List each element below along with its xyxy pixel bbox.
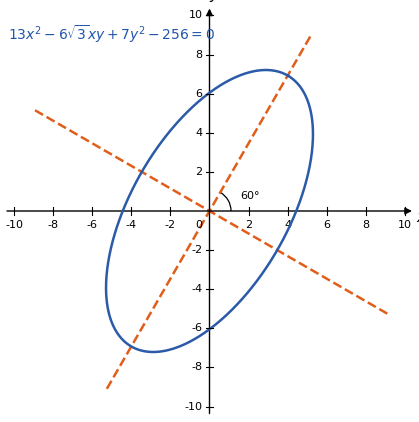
Text: -4: -4: [191, 284, 203, 294]
Text: 6: 6: [323, 220, 330, 230]
Text: 4: 4: [196, 128, 203, 138]
Text: 4: 4: [284, 220, 291, 230]
Text: -6: -6: [191, 323, 203, 333]
Text: -8: -8: [47, 220, 59, 230]
Text: 8: 8: [196, 49, 203, 60]
Text: 0: 0: [196, 220, 203, 230]
Text: 2: 2: [245, 220, 252, 230]
Text: 2: 2: [196, 167, 203, 177]
Text: $x$: $x$: [416, 210, 419, 225]
Text: -4: -4: [126, 220, 137, 230]
Text: $y$: $y$: [209, 0, 220, 4]
Text: -10: -10: [5, 220, 23, 230]
Text: $13x^2 - 6\sqrt{3}xy + 7y^2 - 256 = 0$: $13x^2 - 6\sqrt{3}xy + 7y^2 - 256 = 0$: [8, 23, 215, 45]
Text: -2: -2: [165, 220, 176, 230]
Text: 60°: 60°: [240, 191, 259, 201]
Text: -2: -2: [191, 245, 203, 255]
Text: -6: -6: [87, 220, 98, 230]
Text: 10: 10: [189, 11, 203, 20]
Text: 8: 8: [362, 220, 370, 230]
Text: -10: -10: [185, 402, 203, 411]
Text: 10: 10: [398, 220, 412, 230]
Text: -8: -8: [191, 362, 203, 373]
Text: 6: 6: [196, 89, 203, 99]
